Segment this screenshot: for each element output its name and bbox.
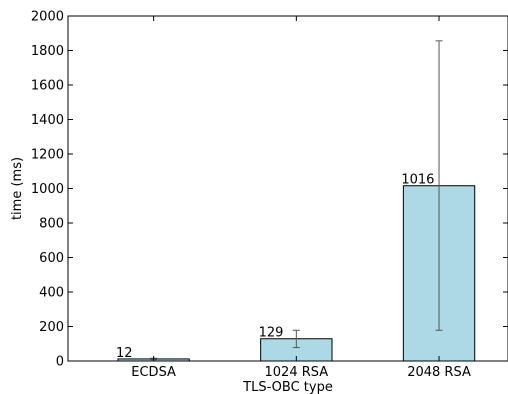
y-tick-label-10: 2000 (31, 10, 64, 25)
y-tick-label-4: 800 (39, 217, 64, 232)
y-tick-label-7: 1400 (31, 113, 64, 128)
x-tick-label-0: ECDSA (131, 365, 176, 380)
y-tick-label-6: 1200 (31, 148, 64, 163)
x-axis-ticks: ECDSA 1024 RSA 2048 RSA (131, 16, 471, 380)
y-axis-ticks: 0 200 400 600 800 1000 1200 1400 1600 1800 2000 (31, 10, 508, 370)
y-axis-label: time (ms) (10, 157, 25, 220)
y-tick-label-2: 400 (39, 286, 64, 301)
data-label-1: 129 (259, 326, 284, 341)
data-label-2: 1016 (401, 173, 434, 188)
y-tick-label-0: 0 (56, 355, 64, 370)
y-tick-label-9: 1800 (31, 44, 64, 59)
error-bars-group (150, 40, 443, 361)
y-tick-label-1: 200 (39, 320, 64, 335)
data-label-0: 12 (116, 346, 133, 361)
x-axis-label: TLS-OBC type (242, 380, 333, 394)
y-tick-label-8: 1600 (31, 79, 64, 94)
y-tick-label-3: 600 (39, 251, 64, 266)
x-tick-label-1: 1024 RSA (265, 365, 329, 380)
x-tick-label-2: 2048 RSA (407, 365, 471, 380)
y-tick-label-5: 1000 (31, 182, 64, 197)
data-labels-group: 12 129 1016 (116, 173, 435, 361)
